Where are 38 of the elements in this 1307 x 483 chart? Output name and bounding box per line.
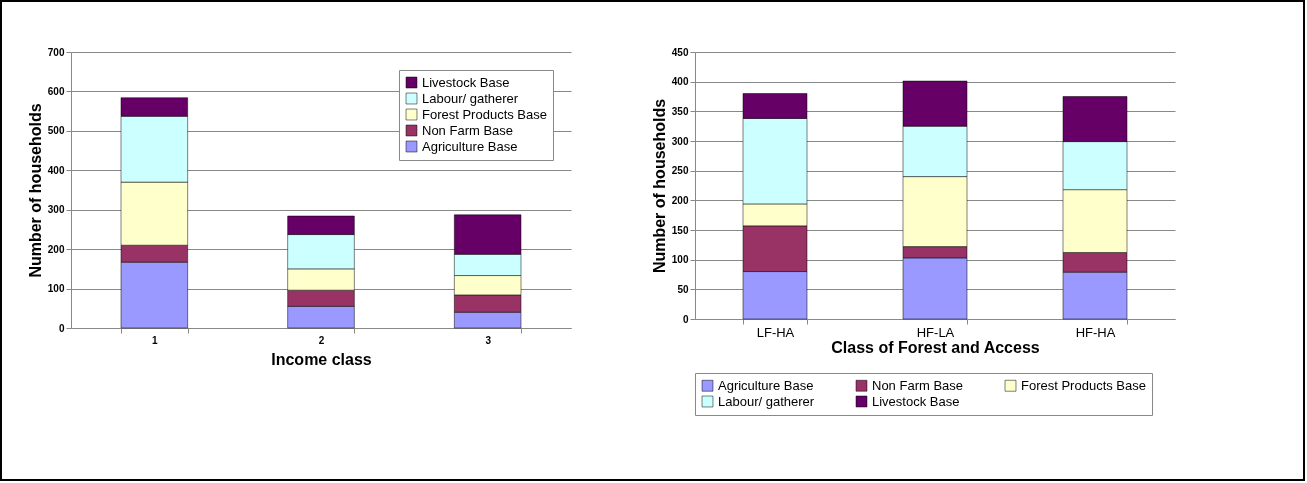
y-tick-label: 100 <box>47 283 65 295</box>
y-tick-label: 450 <box>671 46 689 58</box>
x-tick-label: HF-HA <box>1075 324 1116 340</box>
legend-label: Agriculture Base <box>718 377 814 393</box>
y-tick-label: 0 <box>58 322 65 334</box>
y-tick-label: 200 <box>671 194 689 206</box>
legend-label: Livestock Base <box>872 393 960 409</box>
y-tick-label: 400 <box>47 164 65 176</box>
y-tick-label: 700 <box>47 46 65 58</box>
legend-label: Agriculture Base <box>422 138 518 154</box>
y-tick-label: 300 <box>47 204 65 216</box>
y-tick-label: 250 <box>671 165 689 177</box>
y-tick-label: 150 <box>671 224 689 236</box>
y-tick-label: 50 <box>677 283 689 295</box>
x-tick-label: 1 <box>152 334 159 346</box>
y-tick-label: 200 <box>47 243 65 255</box>
x-tick-label: LF-HA <box>756 324 795 340</box>
legend-label: Forest Products Base <box>1021 377 1146 393</box>
legend-label: Non Farm Base <box>422 122 514 138</box>
x-axis-title: Class of Forest and Access <box>831 338 1040 356</box>
y-tick-label: 500 <box>47 125 65 137</box>
legend-label: Non Farm Base <box>872 377 964 393</box>
legend-label: Livestock Base <box>422 74 510 90</box>
y-tick-label: 0 <box>682 313 689 325</box>
y-tick-label: 350 <box>671 105 689 117</box>
y-tick-label: 400 <box>671 76 689 88</box>
x-axis-title: Income class <box>271 350 372 368</box>
x-tick-label: 2 <box>318 334 325 346</box>
y-axis-title: Number of households <box>650 98 668 274</box>
x-tick-label: HF-LA <box>916 324 955 340</box>
legend-label: Forest Products Base <box>422 106 547 122</box>
y-tick-label: 600 <box>47 85 65 97</box>
legend-label: Labour/ gatherer <box>718 393 815 409</box>
y-axis-title: Number of households <box>26 103 44 278</box>
y-tick-label: 300 <box>671 135 689 147</box>
y-tick-label: 100 <box>671 254 689 266</box>
x-tick-label: 3 <box>485 334 492 346</box>
legend-label: Labour/ gatherer <box>422 90 519 106</box>
